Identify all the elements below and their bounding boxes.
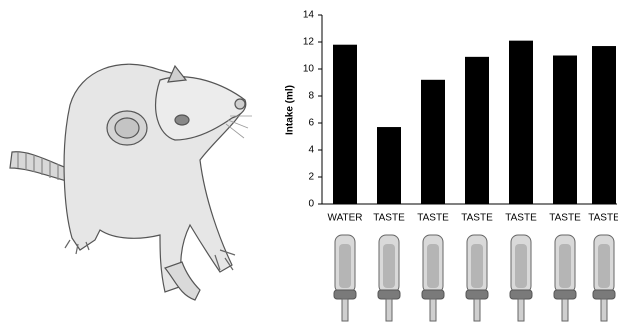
x-tick-label: TASTE bbox=[417, 213, 449, 224]
bottle-spout bbox=[518, 299, 524, 321]
x-tick-label: TASTE bbox=[373, 213, 405, 224]
bottle-spout bbox=[430, 299, 436, 321]
bar bbox=[592, 46, 616, 204]
bottle-cap bbox=[554, 290, 576, 299]
bottle bbox=[510, 235, 532, 321]
rat-illustration bbox=[10, 64, 252, 300]
y-tick-label: 2 bbox=[308, 172, 314, 183]
bottle-cap bbox=[593, 290, 615, 299]
bottle-spout bbox=[474, 299, 480, 321]
bar bbox=[421, 80, 445, 204]
bottle bbox=[378, 235, 400, 321]
bar bbox=[333, 45, 357, 204]
bottle-liquid bbox=[471, 244, 483, 288]
bottle-liquid bbox=[427, 244, 439, 288]
bottle-spout bbox=[562, 299, 568, 321]
bar bbox=[465, 57, 489, 204]
y-tick-label: 6 bbox=[308, 118, 314, 129]
bottle-spout bbox=[386, 299, 392, 321]
bottle-cap bbox=[334, 290, 356, 299]
x-tick-label: WATER bbox=[328, 213, 363, 224]
bottle bbox=[554, 235, 576, 321]
bottle-liquid bbox=[515, 244, 527, 288]
bottle bbox=[334, 235, 356, 321]
bottle-cap bbox=[378, 290, 400, 299]
y-tick-label: 8 bbox=[308, 91, 314, 102]
y-tick-label: 12 bbox=[303, 37, 315, 48]
bottle bbox=[593, 235, 615, 321]
bottle-liquid bbox=[339, 244, 351, 288]
figure: Intake (ml) 0 2 4 6 8 10 12 14 WATER TASTE TASTE TA… bbox=[0, 0, 618, 325]
bottle-liquid bbox=[559, 244, 571, 288]
bottle bbox=[466, 235, 488, 321]
bar bbox=[377, 127, 401, 204]
bar bbox=[553, 56, 577, 205]
y-tick-label: 10 bbox=[303, 64, 315, 75]
bottle-spout bbox=[601, 299, 607, 321]
bottle-liquid bbox=[598, 244, 610, 288]
x-tick-label: TASTE bbox=[461, 213, 493, 224]
x-tick-label: TASTE bbox=[549, 213, 581, 224]
y-tick-label: 4 bbox=[308, 145, 314, 156]
bottle-cap bbox=[510, 290, 532, 299]
bottle-cap bbox=[466, 290, 488, 299]
y-axis-label: Intake (ml) bbox=[285, 85, 296, 135]
bar bbox=[509, 41, 533, 204]
bottle-spout bbox=[342, 299, 348, 321]
y-tick-label: 0 bbox=[308, 199, 314, 210]
y-tick-label: 14 bbox=[303, 10, 315, 21]
bottle-liquid bbox=[383, 244, 395, 288]
bottle-cap bbox=[422, 290, 444, 299]
x-tick-label: TASTE bbox=[588, 213, 618, 224]
x-tick-label: TASTE bbox=[505, 213, 537, 224]
bottle bbox=[422, 235, 444, 321]
